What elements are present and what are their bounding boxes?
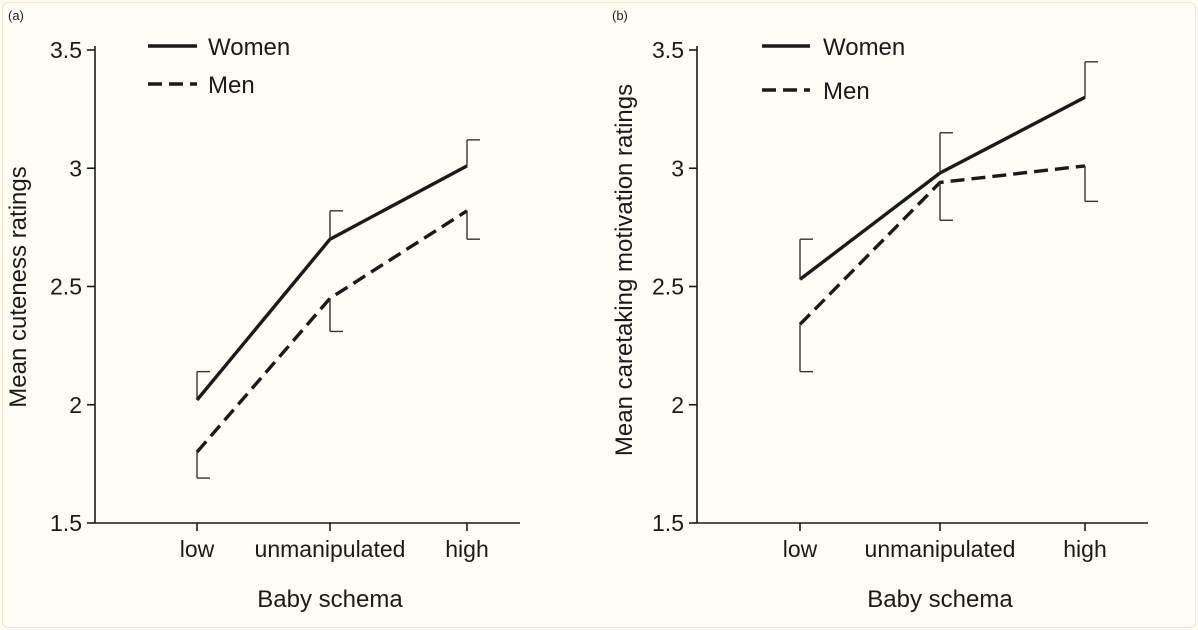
series-line-men	[195, 209, 468, 454]
x-tick-label: high	[445, 536, 488, 562]
x-tick-label: unmanipulated	[255, 536, 406, 562]
x-tick-label: low	[783, 536, 818, 562]
x-tick-label: unmanipulated	[865, 536, 1016, 562]
x-axis-title: Baby schema	[257, 586, 403, 613]
y-tick-label: 3.5	[50, 37, 82, 63]
y-tick-label: 3	[671, 155, 684, 181]
chart-panel-a: (a) 1.5 2 2.5 3 3.5 low unmanipulated high Baby s…	[5, 8, 520, 613]
y-tick-label: 2.5	[652, 274, 684, 300]
series-line-women	[195, 164, 468, 402]
legend-label-men: Men	[208, 72, 255, 99]
panel-label: (a)	[8, 8, 24, 23]
y-tick-label: 3	[69, 155, 82, 181]
y-tick-label: 2.5	[50, 274, 82, 300]
panel-label: (b)	[612, 8, 628, 23]
legend-label-women: Women	[823, 34, 905, 61]
y-axis-title: Mean caretaking motivation ratings	[611, 84, 638, 456]
y-axis-title: Mean cuteness ratings	[5, 166, 32, 407]
y-tick-label: 1.5	[50, 510, 82, 536]
y-tick-label: 2	[69, 392, 82, 418]
legend-label-men: Men	[823, 78, 870, 105]
y-tick-label: 2	[671, 392, 684, 418]
y-tick-label: 3.5	[652, 37, 684, 63]
series-line-women	[798, 95, 1086, 281]
chart-panel-b: (b) 1.5 2 2.5 3 3.5 low unmanipulated high Baby s…	[611, 8, 1148, 613]
x-axis-title: Baby schema	[867, 586, 1013, 613]
x-tick-label: low	[180, 536, 215, 562]
legend-label-women: Women	[208, 34, 290, 61]
x-tick-label: high	[1063, 536, 1106, 562]
y-tick-label: 1.5	[652, 510, 684, 536]
